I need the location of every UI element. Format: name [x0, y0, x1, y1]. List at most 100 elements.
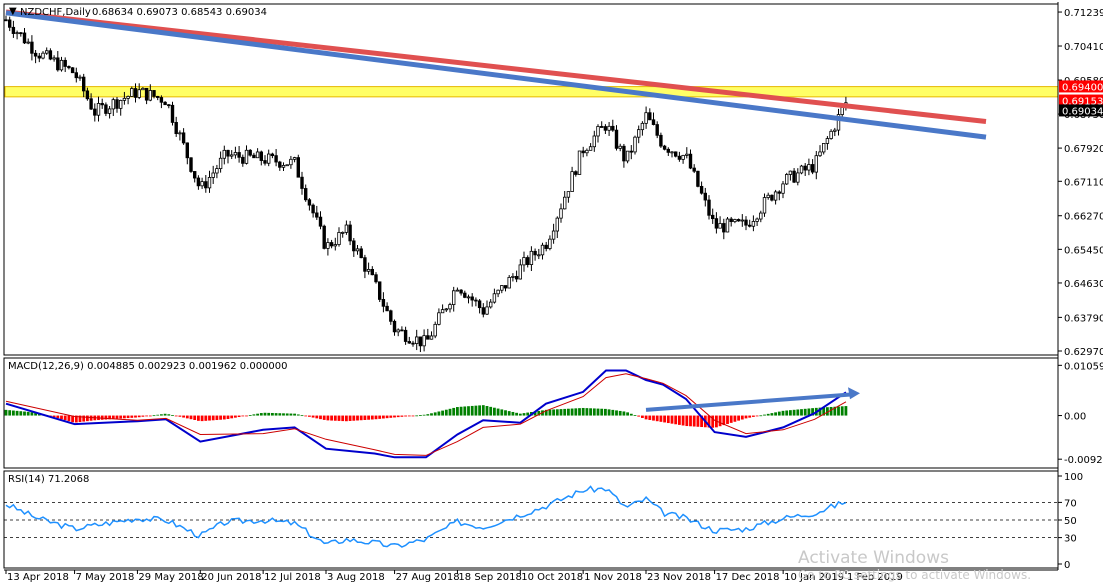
candle-bull: [111, 99, 115, 110]
candle-bear: [526, 257, 530, 265]
candle-bear: [192, 171, 197, 179]
macd-hist-positive: [589, 408, 592, 416]
macd-hist-positive: [419, 415, 422, 416]
candle-bear: [252, 154, 256, 159]
macd-hist-negative: [237, 415, 241, 418]
macd-hist-negative: [378, 415, 382, 419]
candle-bull: [685, 153, 689, 156]
macd-hist-positive: [422, 414, 426, 416]
candle-bull: [825, 138, 830, 144]
macd-hist-positive: [822, 407, 826, 416]
macd-hist-negative: [197, 415, 200, 421]
candle-bull: [585, 149, 589, 154]
level-label-text: 0.69400: [1062, 82, 1103, 93]
macd-hist-negative: [370, 415, 374, 420]
candle-bull: [751, 221, 756, 227]
candle-bull: [355, 248, 360, 252]
price-frame: [3, 3, 1059, 356]
candle-bull: [337, 232, 341, 245]
macd-hist-negative: [215, 415, 219, 421]
candle-bear: [67, 66, 71, 69]
macd-hist-negative: [363, 415, 367, 420]
chart-menu-arrow[interactable]: ▼: [9, 6, 17, 17]
macd-hist-negative: [134, 415, 137, 418]
macd-hist-positive: [289, 413, 293, 416]
candle-bear: [403, 329, 408, 342]
trendline-red[interactable]: [5, 9, 987, 125]
macd-hist-positive: [537, 410, 541, 416]
candle-bear: [600, 126, 604, 128]
price-tick-label: 0.63790: [1064, 313, 1103, 324]
candle-bear: [167, 104, 171, 107]
macd-hist-positive: [763, 414, 766, 416]
macd-hist-negative: [137, 415, 141, 418]
candle-bull: [466, 296, 471, 299]
candle-bull: [41, 52, 45, 59]
candle-bull: [807, 164, 811, 171]
macd-hist-negative: [685, 415, 689, 427]
date-tick-label: 1 Nov 2018: [584, 572, 642, 583]
macd-hist-negative: [148, 415, 152, 417]
candle-bear: [714, 218, 719, 229]
candle-bear: [611, 125, 615, 131]
candle-bull: [788, 170, 793, 175]
candle-bear: [400, 329, 404, 332]
candle-bear: [189, 157, 193, 172]
candle-bear: [311, 204, 315, 214]
rsi-tick-label: 100: [1064, 472, 1083, 483]
macd-hist-negative: [348, 415, 352, 421]
price-tick-label: 0.71239: [1064, 8, 1103, 19]
candle-bull: [437, 312, 441, 325]
candle-bull: [266, 153, 271, 164]
candle-bear: [56, 57, 60, 71]
candle-bull: [644, 112, 648, 124]
candle-bull: [559, 208, 563, 219]
macd-panel[interactable]: 0.010598 0.00 -0.009206: [3, 357, 1103, 469]
rsi-panel[interactable]: 100 70 50 30 0: [3, 470, 1083, 571]
macd-hist-negative: [722, 415, 726, 426]
macd-hist-positive: [26, 411, 30, 416]
macd-hist-negative: [385, 415, 389, 419]
candle-bull: [718, 223, 722, 229]
macd-hist-negative: [111, 415, 115, 420]
candle-bear: [748, 224, 752, 227]
candle-bear: [470, 296, 474, 301]
trendline-blue[interactable]: [5, 10, 987, 140]
candle-bull: [326, 242, 330, 249]
macd-hist-positive: [489, 406, 493, 416]
macd-hist-positive: [448, 408, 452, 416]
macd-hist-positive: [444, 409, 448, 416]
candle-bear: [810, 164, 815, 173]
candle-bear: [385, 305, 389, 312]
macd-hist-positive: [518, 413, 522, 416]
candle-bull: [563, 196, 567, 210]
macd-hist-negative: [130, 415, 134, 418]
candle-bear: [89, 98, 93, 110]
macd-hist-negative: [86, 415, 89, 422]
candle-bear: [248, 149, 252, 156]
price-panel[interactable]: 0.712390.704100.695800.687500.679200.671…: [3, 3, 1103, 358]
candle-bear: [481, 307, 485, 315]
macd-hist-negative: [241, 415, 245, 417]
candle-bull: [148, 90, 152, 101]
macd-hist-negative: [396, 415, 400, 418]
candle-bear: [144, 87, 149, 101]
candle-bull: [633, 136, 637, 153]
candle-bear: [93, 108, 97, 116]
macd-hist-positive: [785, 410, 789, 416]
macd-hist-negative: [748, 415, 752, 418]
candle-bull: [444, 308, 448, 311]
candle-bull: [200, 181, 204, 187]
macd-trendline[interactable]: [645, 392, 855, 412]
date-tick-label: 27 Aug 2018: [396, 572, 460, 583]
macd-hist-negative: [681, 415, 685, 426]
candle-bull: [107, 108, 112, 114]
candle-bear: [352, 240, 356, 252]
macd-hist-positive: [433, 412, 437, 416]
macd-hist-negative: [326, 415, 330, 421]
candle-bear: [174, 122, 178, 135]
candle-bear: [392, 320, 397, 333]
candle-bull: [640, 122, 645, 131]
price-tick-label: 0.65450: [1064, 245, 1103, 256]
